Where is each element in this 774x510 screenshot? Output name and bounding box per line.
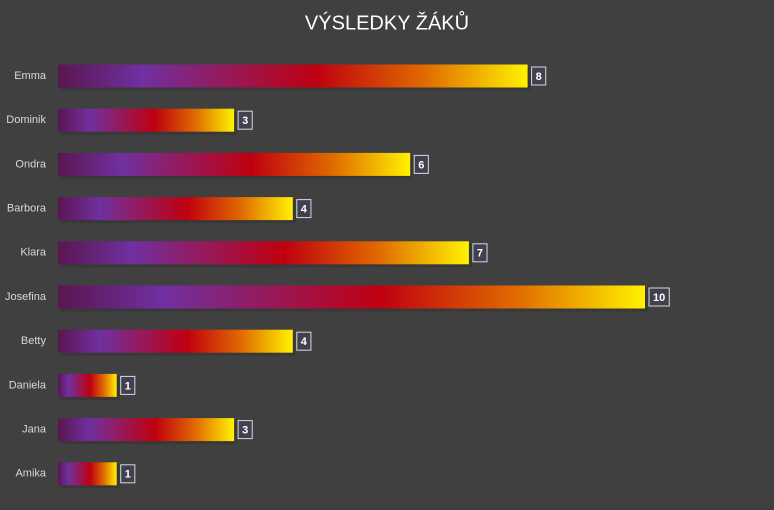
data-label: 3 [242,115,248,127]
data-label-box [237,110,253,130]
category-label: Josefina [5,291,47,303]
data-label-box [296,331,312,351]
chart-title: VÝSLEDKY ŽÁKŮ [305,10,469,34]
bar [58,285,645,309]
data-label: 8 [536,71,542,83]
category-label: Ondra [15,158,46,170]
bar [58,418,235,442]
bar [58,373,117,397]
data-label: 6 [418,159,424,171]
category-label: Betty [21,335,47,347]
category-label: Jana [22,424,47,436]
data-label-box [648,287,670,307]
data-label: 4 [301,204,308,216]
data-label-box [472,243,488,263]
data-label: 1 [125,469,131,481]
data-label: 3 [242,425,248,437]
category-label: Klara [20,247,47,259]
category-label: Amika [15,468,46,480]
data-label: 4 [301,336,308,348]
bar [58,197,293,221]
bar [58,64,528,88]
data-label: 1 [125,380,131,392]
data-label: 7 [477,248,483,260]
category-label: Barbora [7,203,47,215]
data-label-box [120,375,136,395]
data-label: 10 [653,292,665,304]
category-label: Daniela [9,379,47,391]
bar [58,329,293,353]
bar [58,241,469,265]
bar [58,108,235,132]
bar [58,462,117,486]
bar [58,152,411,176]
category-label: Emma [14,70,47,82]
data-label-box [120,464,136,484]
data-label-box [296,199,312,219]
data-label-box [237,420,253,440]
data-label-box [413,154,429,174]
category-label: Dominik [6,114,46,126]
data-label-box [531,66,547,86]
